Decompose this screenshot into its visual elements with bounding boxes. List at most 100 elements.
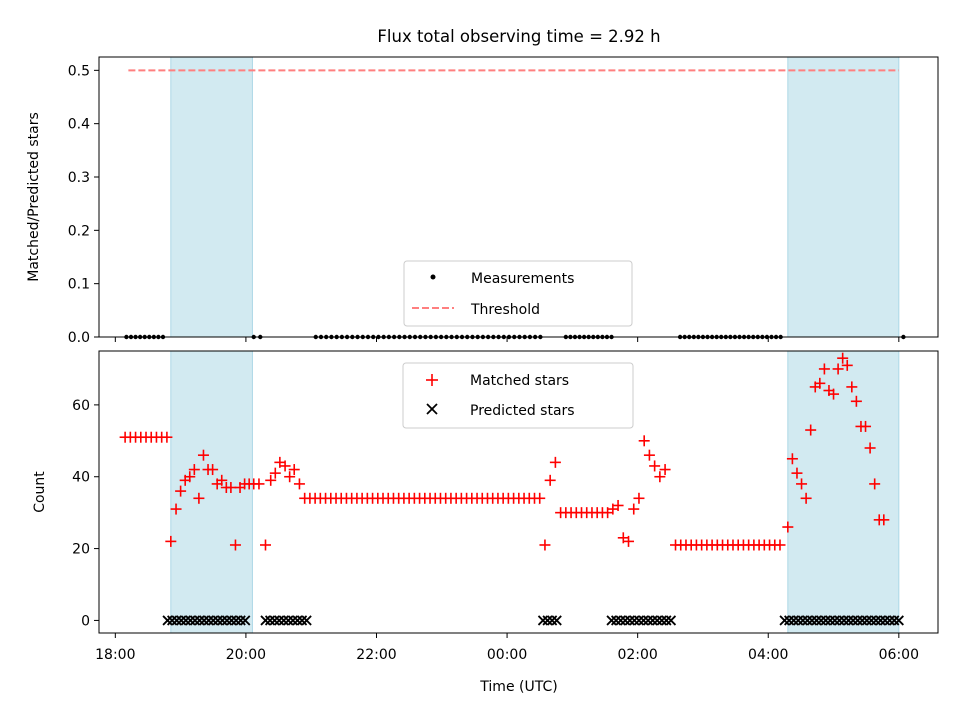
- predicted-star-point: [893, 615, 904, 626]
- predicted-star-point: [166, 615, 178, 626]
- predicted-star-point: [260, 615, 271, 626]
- legend-matched-marker: [426, 374, 438, 386]
- predicted-star-point: [866, 615, 877, 626]
- predicted-star-point: [198, 615, 210, 626]
- x-axis-label: Time (UTC): [479, 679, 557, 695]
- matched-star-point: [869, 478, 881, 490]
- predicted-star-point: [287, 615, 299, 626]
- legend-threshold-label: Threshold: [470, 302, 540, 318]
- predicted-star-point: [217, 615, 228, 626]
- predicted-star-point: [185, 615, 196, 626]
- predicted-star-point: [546, 615, 558, 626]
- matched-star-point: [544, 474, 556, 486]
- matched-star-point: [814, 377, 826, 389]
- predicted-star-point: [264, 615, 276, 626]
- top-y-label: Matched/Predicted stars: [26, 112, 42, 282]
- matched-star-point: [818, 363, 830, 375]
- legend-predicted-label: Predicted stars: [470, 403, 575, 419]
- legend-measurements-label: Measurements: [471, 271, 574, 287]
- predicted-star-point: [301, 615, 312, 626]
- predicted-star-point: [834, 615, 845, 626]
- bottom-shaded-regions: [170, 350, 900, 634]
- matched-star-point: [197, 449, 209, 461]
- predicted-star-point: [615, 615, 626, 626]
- predicted-star-point: [870, 615, 882, 626]
- predicted-star-point: [629, 615, 640, 626]
- top-y-tick-label: 0.4: [68, 117, 90, 133]
- matched-star-point: [628, 503, 640, 515]
- matched-star-point: [288, 464, 300, 476]
- predicted-star-point: [235, 615, 246, 626]
- bot-y-tick-label: 0: [81, 613, 90, 629]
- predicted-star-point: [194, 615, 205, 626]
- matched-star-point: [782, 521, 794, 533]
- predicted-star-point: [633, 615, 645, 626]
- matched-star-point: [649, 460, 661, 472]
- predicted-star-point: [661, 615, 672, 626]
- x-tick-label: 00:00: [487, 647, 527, 663]
- predicted-star-point: [176, 615, 187, 626]
- matched-star-point: [534, 492, 546, 504]
- predicted-star-point: [875, 615, 886, 626]
- top-shaded-regions: [170, 56, 900, 338]
- top-shaded-region-1: [787, 56, 900, 338]
- predicted-star-point: [542, 615, 553, 626]
- top-y-ticks: 0.0 0.1 0.2 0.3 0.4 0.5: [68, 63, 99, 346]
- matched-star-point: [643, 449, 655, 461]
- bottom-y-ticks: 0 20 40 60: [72, 398, 99, 629]
- matched-star-point: [188, 464, 200, 476]
- legend-measurements-marker: [430, 274, 436, 280]
- predicted-star-point: [230, 615, 242, 626]
- predicted-star-point: [852, 615, 863, 626]
- matched-star-point: [284, 471, 296, 483]
- top-axes-frame: [98, 56, 939, 338]
- predicted-star-point: [620, 615, 631, 626]
- predicted-star-point: [283, 615, 294, 626]
- matched-star-point: [216, 474, 228, 486]
- bottom-y-label: Count: [32, 471, 48, 513]
- predicted-star-point: [838, 615, 850, 626]
- matched-star-point: [539, 539, 551, 551]
- legend-predicted-marker: [426, 403, 438, 415]
- predicted-star-point: [647, 615, 658, 626]
- predicted-star-point: [296, 615, 308, 626]
- matched-star-point: [878, 514, 890, 526]
- bottom-axes-frame: [98, 350, 939, 634]
- top-shaded-region-0: [170, 56, 253, 338]
- predicted-star-point: [189, 615, 201, 626]
- predicted-star-point: [857, 615, 868, 626]
- matched-star-point: [860, 420, 872, 432]
- matched-star-point: [259, 539, 271, 551]
- top-panel: 0.0 0.1 0.2 0.3 0.4 0.5 Matched/Predicted sta…: [26, 56, 939, 346]
- matched-star-point: [828, 388, 840, 400]
- predicted-star-point: [793, 615, 804, 626]
- bot-shaded-region-0: [170, 350, 253, 634]
- matched-star-point: [170, 503, 182, 515]
- predicted-star-point: [820, 615, 831, 626]
- predicted-star-point: [656, 615, 667, 626]
- predicted-star-point: [171, 615, 182, 626]
- predicted-star-point: [811, 615, 822, 626]
- predicted-star-point: [203, 615, 214, 626]
- top-y-tick-label: 0.2: [68, 223, 90, 239]
- bottom-legend-box: [402, 362, 634, 429]
- predicted-star-point: [879, 615, 891, 626]
- matched-star-point: [549, 456, 561, 468]
- predicted-star-point: [212, 615, 223, 626]
- x-tick-label: 20:00: [226, 647, 266, 663]
- predicted-star-point: [825, 615, 836, 626]
- x-tick-label: 22:00: [356, 647, 396, 663]
- predicted-star-point: [274, 615, 285, 626]
- top-legend: Measurements Threshold: [403, 260, 633, 327]
- predicted-star-point: [847, 615, 859, 626]
- predicted-star-point: [292, 615, 303, 626]
- predicted-star-point: [889, 615, 900, 626]
- matched-star-point: [800, 492, 812, 504]
- predicted-star-point: [652, 615, 663, 626]
- predicted-star-point: [642, 615, 654, 626]
- matched-stars-points: [119, 352, 890, 551]
- chart-title: Flux total observing time = 2.92 h: [377, 27, 660, 46]
- predicted-star-point: [665, 615, 677, 626]
- top-y-tick-label: 0.0: [68, 330, 90, 346]
